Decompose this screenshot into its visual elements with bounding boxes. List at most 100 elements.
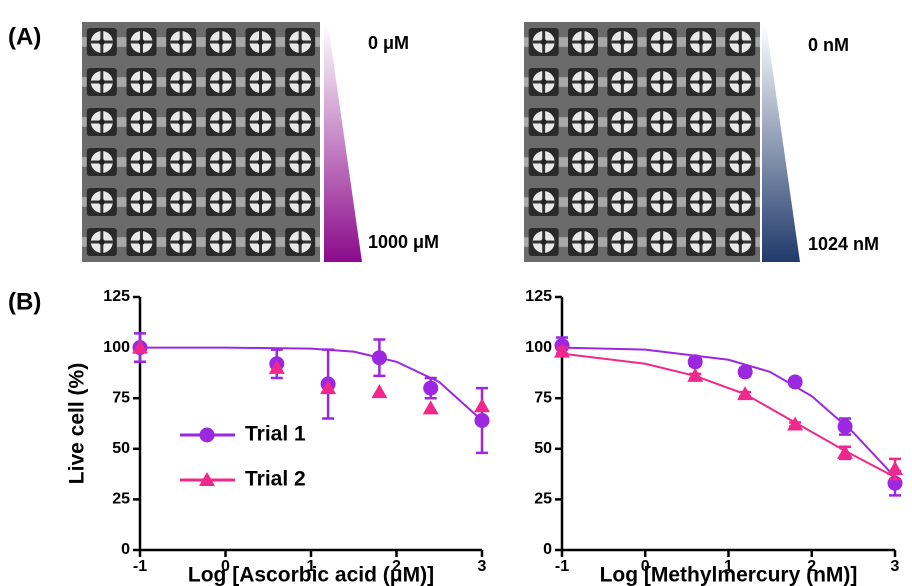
data-point (838, 419, 853, 434)
y-tick-label: 50 (112, 440, 130, 457)
channel (524, 197, 760, 207)
data-point (887, 461, 903, 475)
trap-center (258, 199, 264, 205)
trap-center (297, 159, 303, 165)
trap-center (258, 79, 264, 85)
data-point (423, 381, 438, 396)
y-tick-label: 25 (534, 491, 552, 508)
trap-center (541, 199, 547, 205)
microscope-image (524, 22, 760, 262)
trap-center (698, 199, 704, 205)
channel (524, 37, 760, 47)
panel-label: (A) (8, 23, 41, 50)
y-tick-label: 75 (112, 389, 130, 406)
trap-center (297, 79, 303, 85)
trap-center (619, 119, 625, 125)
trap-center (541, 159, 547, 165)
trap-center (178, 39, 184, 45)
trap-center (139, 159, 145, 165)
trap-center (737, 39, 743, 45)
trap-center (297, 119, 303, 125)
trap-center (659, 119, 665, 125)
trap-center (619, 199, 625, 205)
gradient-triangle (762, 24, 800, 262)
trap-center (99, 79, 105, 85)
trap-center (698, 239, 704, 245)
figure: (A) (B) 0 μM 1000 μM 0 nM 1024 nM 025507… (0, 0, 912, 586)
trap-center (297, 39, 303, 45)
trap-center (580, 39, 586, 45)
data-point (688, 354, 703, 369)
microscope-image (82, 22, 320, 262)
concentration-label: 1024 nM (808, 234, 879, 254)
trap-center (619, 39, 625, 45)
data-point (474, 398, 490, 412)
y-tick-label: 75 (534, 389, 552, 406)
panel-label: (B) (8, 288, 41, 315)
channel (524, 237, 760, 247)
legend-marker (200, 428, 215, 443)
trap-center (218, 119, 224, 125)
gradient-triangle (324, 24, 362, 262)
channel (82, 37, 320, 47)
trap-center (541, 239, 547, 245)
trap-center (218, 39, 224, 45)
trap-center (178, 159, 184, 165)
y-tick-label: 125 (525, 288, 552, 305)
y-axis-title: Live cell (%) (66, 363, 89, 484)
trap-center (218, 199, 224, 205)
trap-center (139, 79, 145, 85)
trap-center (541, 79, 547, 85)
channel (82, 157, 320, 167)
trap-center (178, 119, 184, 125)
trap-center (659, 39, 665, 45)
channel (82, 197, 320, 207)
x-tick-label: 3 (478, 558, 487, 575)
trap-center (218, 239, 224, 245)
y-tick-label: 125 (103, 288, 130, 305)
trap-center (297, 199, 303, 205)
channel (524, 117, 760, 127)
trap-center (178, 79, 184, 85)
y-tick-label: 50 (534, 440, 552, 457)
x-tick-label: 3 (891, 558, 900, 575)
data-point (738, 364, 753, 379)
data-point (371, 384, 387, 398)
trap-center (698, 119, 704, 125)
trap-center (218, 159, 224, 165)
y-tick-label: 100 (103, 339, 130, 356)
trap-center (139, 199, 145, 205)
channel (82, 77, 320, 87)
trap-center (659, 159, 665, 165)
page: (A) (B) 0 μM 1000 μM 0 nM 1024 nM 025507… (0, 0, 912, 586)
trap-center (659, 79, 665, 85)
trap-center (580, 79, 586, 85)
trap-center (580, 159, 586, 165)
x-tick-label: -1 (133, 558, 147, 575)
y-tick-label: 0 (543, 541, 552, 558)
trap-center (139, 39, 145, 45)
data-point (372, 350, 387, 365)
x-axis-title: Log [Methylmercury (nM)] (600, 564, 858, 586)
trap-center (178, 199, 184, 205)
trap-center (99, 239, 105, 245)
channel (524, 157, 760, 167)
trap-center (139, 119, 145, 125)
trap-center (580, 119, 586, 125)
legend-label: Trial 2 (245, 468, 306, 491)
y-tick-label: 100 (525, 339, 552, 356)
trap-center (258, 239, 264, 245)
trap-center (619, 79, 625, 85)
trap-center (541, 119, 547, 125)
channel (524, 77, 760, 87)
trap-center (619, 239, 625, 245)
trap-center (659, 199, 665, 205)
trap-center (99, 39, 105, 45)
trap-center (541, 39, 547, 45)
channel (82, 237, 320, 247)
trap-center (737, 199, 743, 205)
data-point (475, 413, 490, 428)
data-point (788, 375, 803, 390)
trap-center (698, 39, 704, 45)
channel (82, 117, 320, 127)
